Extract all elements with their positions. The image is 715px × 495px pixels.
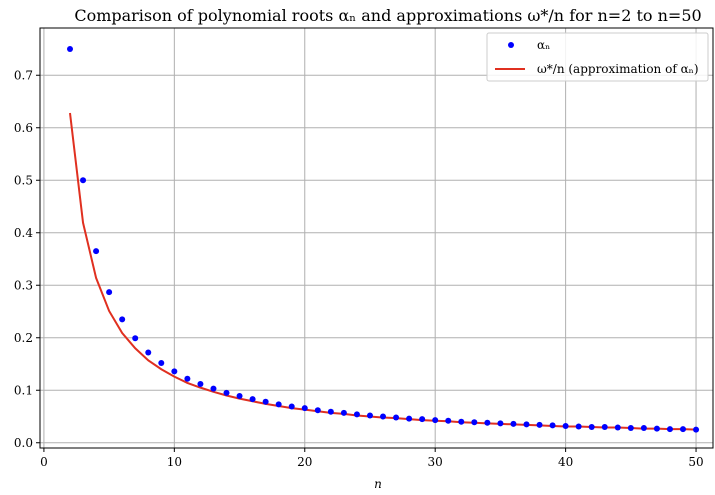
legend-label-line: ω*/n (approximation of αₙ) [537, 62, 699, 76]
alpha-point [471, 419, 478, 426]
alpha-point [693, 426, 700, 433]
alpha-point [119, 316, 126, 323]
axis-ticks: 0 10 20 30 40 50 0.0 0.1 0.2 0.3 0.4 0.5 0.6 0.7 [14, 68, 704, 469]
y-tick-label: 0.2 [14, 331, 33, 345]
x-tick-label: 30 [428, 455, 443, 469]
alpha-point [275, 401, 282, 408]
alpha-point [536, 421, 543, 428]
approximation-line [69, 112, 697, 431]
alpha-point [184, 375, 191, 382]
x-tick-label: 10 [167, 455, 182, 469]
alpha-point [523, 421, 530, 428]
alpha-point [171, 368, 178, 375]
alpha-point [236, 393, 243, 400]
legend-marker-scatter [508, 42, 514, 48]
alpha-point [249, 396, 256, 403]
alpha-point [353, 411, 360, 418]
legend-box [486, 32, 709, 82]
x-tick-label: 50 [688, 455, 703, 469]
alpha-point [301, 405, 308, 412]
y-tick-label: 0.6 [14, 121, 33, 135]
y-tick-label: 0.5 [14, 173, 33, 187]
alpha-point [497, 420, 504, 427]
alpha-point [66, 46, 73, 52]
alpha-point [93, 248, 100, 255]
alpha-point [614, 424, 621, 431]
x-tick-label: 0 [40, 455, 48, 469]
x-tick-label: 40 [558, 455, 573, 469]
alpha-point [106, 289, 113, 296]
alpha-point [340, 409, 347, 416]
alpha-point [288, 403, 295, 410]
y-tick-label: 0.1 [14, 383, 33, 397]
alpha-point [680, 426, 687, 433]
alpha-point [80, 177, 87, 184]
alpha-point [666, 426, 673, 433]
alpha-point [158, 359, 165, 366]
legend-label-scatter: αₙ [537, 38, 550, 52]
x-tick-label: 20 [297, 455, 312, 469]
alpha-point [640, 425, 647, 432]
alpha-point [510, 420, 517, 427]
alpha-point [145, 349, 152, 356]
alpha-point [223, 389, 230, 396]
alpha-point [445, 417, 452, 424]
alpha-point [406, 415, 413, 422]
alpha-point [327, 408, 334, 415]
y-tick-label: 0.3 [14, 278, 33, 292]
x-axis-label: n [374, 477, 382, 491]
y-tick-label: 0.7 [14, 68, 33, 82]
alpha-point [432, 417, 439, 424]
alpha-point [210, 385, 217, 392]
axes-frame [39, 27, 714, 449]
alpha-point [653, 425, 660, 432]
grid [40, 28, 713, 448]
alpha-point [132, 335, 139, 342]
alpha-point [393, 414, 400, 421]
alpha-point [588, 424, 595, 430]
alpha-point [458, 418, 465, 425]
alpha-point [627, 425, 634, 432]
y-tick-label: 0.4 [14, 226, 33, 240]
chart-title: Comparison of polynomial roots αₙ and ap… [74, 6, 701, 25]
alpha-point [601, 424, 608, 430]
alpha-point [549, 422, 556, 429]
alpha-point [380, 413, 387, 420]
plot-area [66, 46, 700, 433]
alpha-point [197, 380, 204, 387]
alpha-point [562, 422, 569, 429]
y-tick-label: 0.0 [14, 436, 33, 450]
alpha-point [419, 416, 426, 423]
alpha-point [262, 398, 269, 405]
alpha-point [575, 423, 582, 430]
alpha-point [484, 419, 491, 426]
legend: αₙ ω*/n (approximation of αₙ) [486, 32, 709, 82]
alpha-point [366, 412, 373, 419]
alpha-point [314, 407, 321, 414]
